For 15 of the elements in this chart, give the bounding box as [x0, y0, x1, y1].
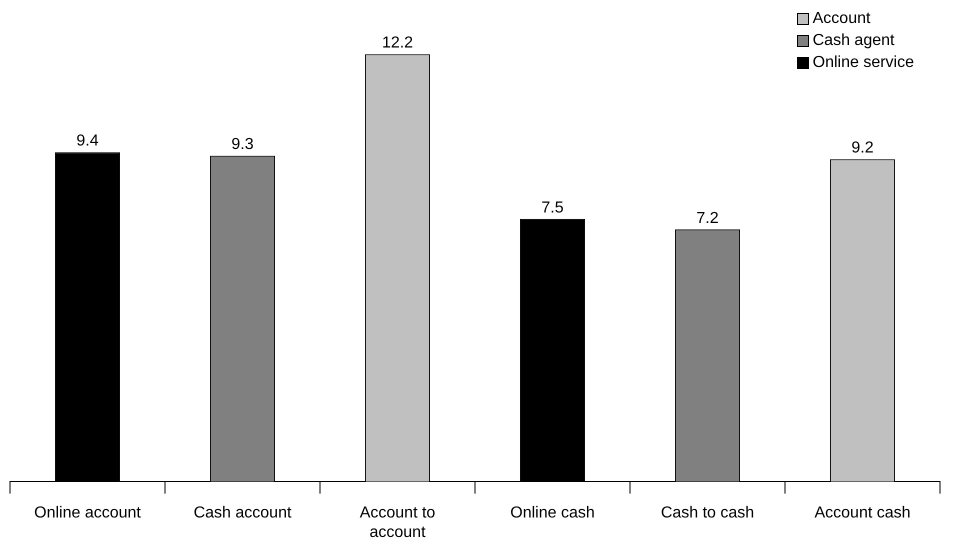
data-label: 9.4: [76, 132, 99, 150]
legend-label: Account: [812, 9, 870, 29]
x-tick-label: Account to account: [360, 504, 436, 541]
data-label: 12.2: [382, 34, 414, 52]
legend-label: Online service: [812, 53, 914, 73]
x-tick-label: Cash account: [194, 504, 292, 522]
data-label: 9.2: [851, 140, 874, 157]
data-label: 9.3: [231, 136, 254, 154]
data-label: 7.5: [541, 199, 564, 216]
legend-label: Cash agent: [812, 31, 894, 51]
data-label: 7.2: [696, 210, 719, 227]
x-tick-label: Account cash: [814, 504, 911, 522]
x-tick-label: Cash to cash: [660, 504, 754, 522]
x-tick-label: Online cash: [510, 504, 595, 522]
x-tick-label: Online account: [34, 504, 142, 522]
